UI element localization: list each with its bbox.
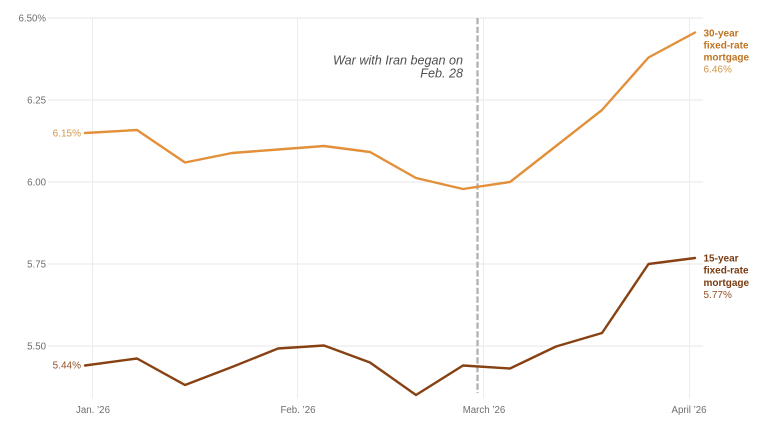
svg-text:6.25: 6.25 xyxy=(27,96,46,107)
svg-text:15-year: 15-year xyxy=(704,254,739,265)
svg-text:Feb. ’26: Feb. ’26 xyxy=(280,405,315,416)
svg-text:Jan. ’26: Jan. ’26 xyxy=(76,405,110,416)
svg-text:Feb. 28: Feb. 28 xyxy=(420,67,463,81)
svg-text:5.44%: 5.44% xyxy=(53,360,81,371)
svg-text:April ’26: April ’26 xyxy=(672,405,707,416)
svg-text:fixed-rate: fixed-rate xyxy=(704,41,749,52)
svg-text:5.77%: 5.77% xyxy=(704,290,732,301)
svg-text:6.46%: 6.46% xyxy=(704,65,732,76)
svg-text:War with Iran began on: War with Iran began on xyxy=(333,54,463,68)
svg-text:6.00: 6.00 xyxy=(27,178,46,189)
svg-text:fixed-rate: fixed-rate xyxy=(704,266,749,277)
svg-text:30-year: 30-year xyxy=(704,28,739,39)
svg-text:March ’26: March ’26 xyxy=(463,405,506,416)
svg-text:mortgage: mortgage xyxy=(704,52,750,63)
svg-text:6.15%: 6.15% xyxy=(53,129,81,140)
svg-text:6.50%: 6.50% xyxy=(19,14,47,25)
svg-text:5.75: 5.75 xyxy=(27,260,46,271)
svg-text:mortgage: mortgage xyxy=(704,278,750,289)
svg-text:5.50: 5.50 xyxy=(27,342,46,353)
